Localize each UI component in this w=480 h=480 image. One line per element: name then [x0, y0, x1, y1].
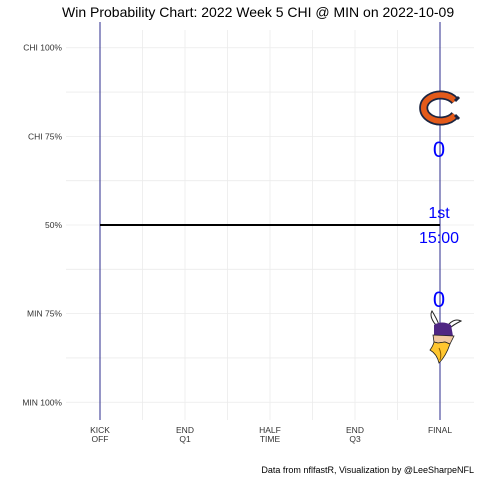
y-axis-ticks: CHI 100% CHI 75% 50% MIN 75% MIN 100% — [22, 43, 62, 408]
vikings-logo-icon — [429, 310, 463, 364]
game-quarter: 1st — [428, 205, 450, 222]
chart-caption: Data from nflfastR, Visualization by @Le… — [261, 465, 474, 475]
chart-title: Win Probability Chart: 2022 Week 5 CHI @… — [62, 4, 454, 20]
y-tick-label: 50% — [45, 220, 62, 230]
away-team-score: 0 — [433, 137, 445, 162]
bears-logo-icon — [419, 90, 461, 126]
x-tick-label: FINAL — [428, 425, 452, 435]
x-tick-label: KICK OFF — [90, 425, 110, 444]
y-tick-label: CHI 75% — [28, 131, 62, 141]
y-tick-label: CHI 100% — [23, 43, 62, 53]
x-tick-label: HALF TIME — [259, 425, 281, 444]
x-tick-label: END Q1 — [176, 425, 194, 444]
game-clock: 15:00 — [419, 230, 459, 247]
y-tick-label: MIN 75% — [27, 309, 62, 319]
x-tick-label: END Q3 — [346, 425, 364, 444]
y-tick-label: MIN 100% — [22, 397, 62, 407]
home-team-score: 0 — [433, 287, 445, 312]
x-axis-ticks: KICK OFF END Q1 HALF TIME END Q3 FINAL — [90, 425, 452, 444]
